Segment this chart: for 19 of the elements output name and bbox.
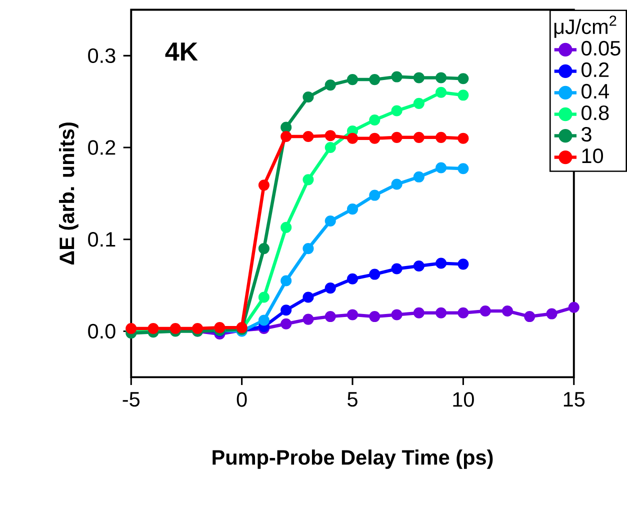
x-tick-label: 0 — [236, 392, 247, 407]
legend-label: 0.05 — [582, 40, 620, 56]
y-tick-label: 0.3 — [88, 48, 116, 63]
text: 4K — [165, 42, 198, 60]
y-tick-label: 0.0 — [88, 324, 116, 338]
x-tick-label: 15 — [564, 392, 585, 406]
legend-label: 0.4 — [582, 84, 609, 98]
legend-label: 3 — [582, 126, 592, 142]
legend-title: μJ/cm$^{2}$ — [554, 15, 616, 38]
legend-label: 0.8 — [582, 105, 609, 120]
y-tick-label: 0.2 — [88, 140, 116, 155]
y-tick-label: 0.1 — [88, 232, 116, 247]
y-axis-title: ΔE (arb. units) — [59, 122, 78, 264]
legend-label: 10 — [582, 148, 604, 164]
x-tick-label: -5 — [122, 392, 140, 406]
legend-label: 0.2 — [582, 62, 609, 77]
x-tick-label: 5 — [348, 392, 358, 406]
x-tick-label: 10 — [453, 392, 474, 407]
x-axis-title: Pump-Probe Delay Time (ps) — [212, 449, 493, 469]
